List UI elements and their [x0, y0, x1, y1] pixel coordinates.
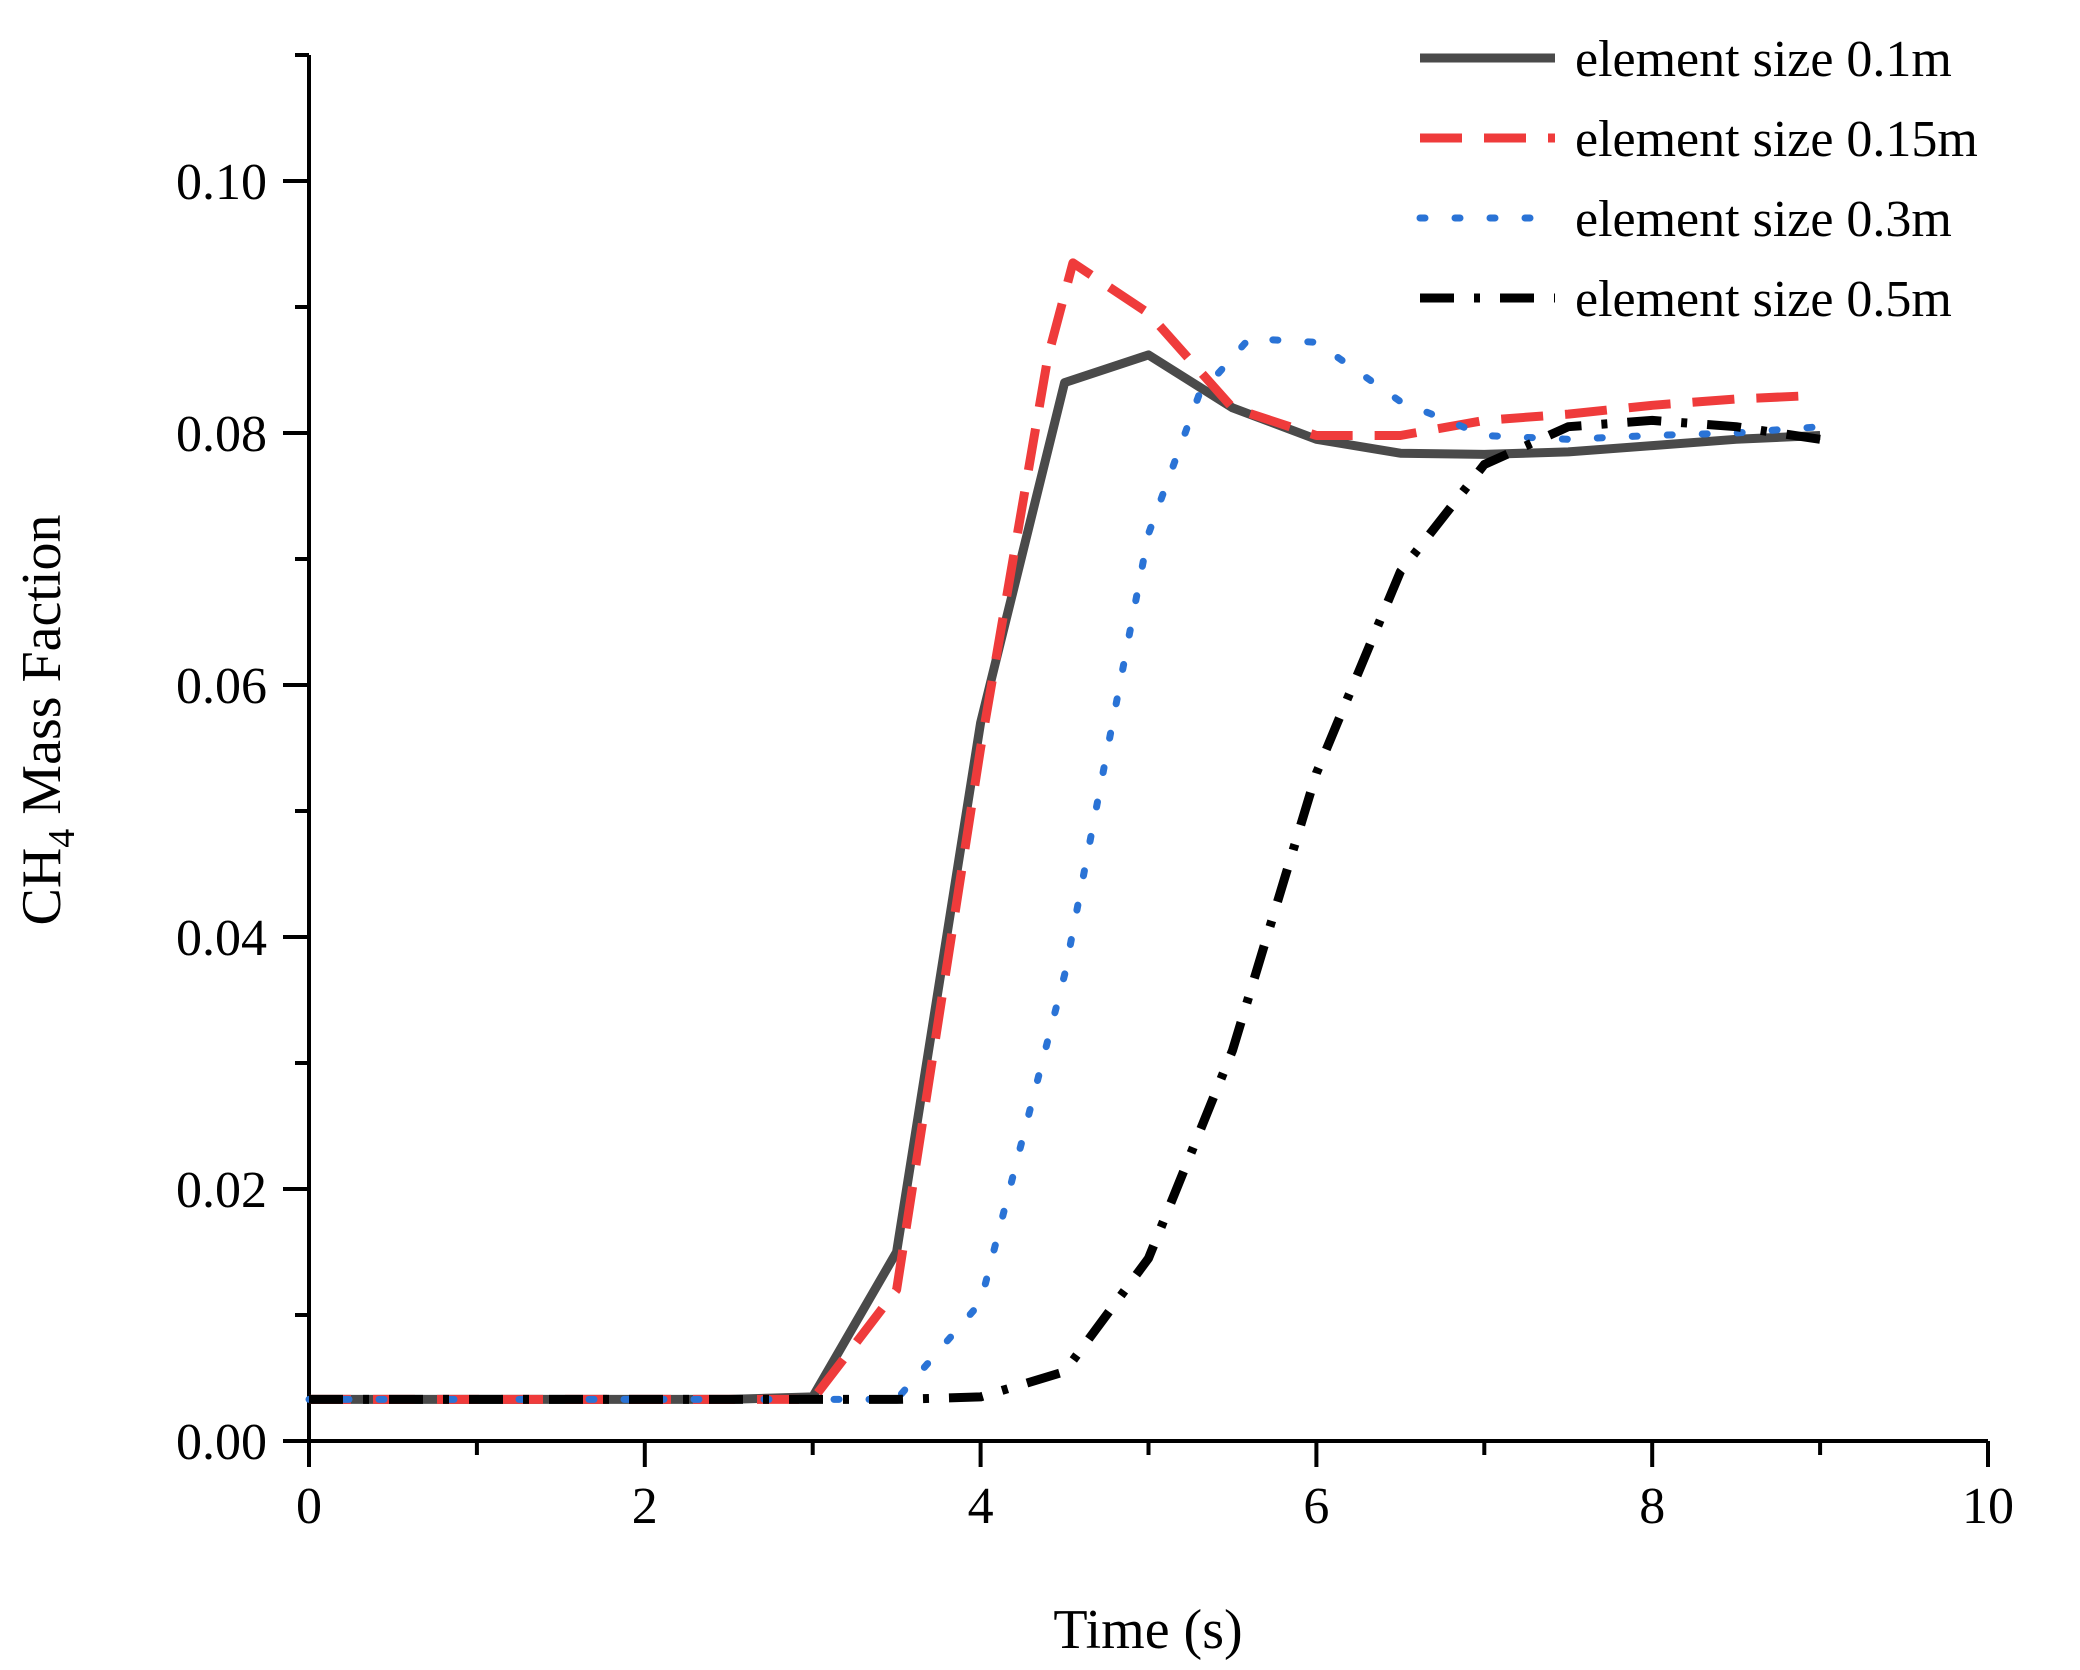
- legend-label-4: element size 0.5m: [1575, 271, 1952, 328]
- legend-label-1: element size 0.1m: [1575, 31, 1952, 88]
- series-line-4: [309, 415, 1821, 1404]
- y-tick-label: 0.06: [176, 658, 267, 715]
- x-tick-label: 0: [296, 1478, 322, 1535]
- x-tick-label: 6: [1303, 1478, 1329, 1535]
- legend-label-3: element size 0.3m: [1575, 191, 1952, 248]
- axes: 0 2 4 6 8 10 0.00 0.02 0.04 0.06 0.08 0.10: [176, 53, 2014, 1535]
- y-tick-label: 0.04: [176, 910, 267, 967]
- y-axis-title-main: CH: [11, 848, 73, 926]
- x-tick-label: 4: [968, 1478, 994, 1535]
- y-tick-label: 0.00: [176, 1414, 267, 1471]
- x-tick-label: 10: [1962, 1478, 2014, 1535]
- y-tick-label: 0.10: [176, 154, 267, 211]
- series-line-2: [309, 258, 1821, 1404]
- legend: element size 0.1m element size 0.15m eleme…: [1416, 31, 1978, 328]
- series-line-1: [309, 350, 1821, 1404]
- legend-label-2: element size 0.15m: [1575, 111, 1978, 168]
- x-axis-title: Time (s): [1053, 1599, 1242, 1661]
- y-tick-label: 0.08: [176, 406, 267, 463]
- y-axis-title-rest: Mass Faction: [11, 514, 73, 828]
- y-axis-title-subscript: 4: [41, 829, 83, 848]
- y-tick-label: 0.02: [176, 1162, 267, 1219]
- x-tick-label: 2: [632, 1478, 658, 1535]
- y-axis-title: CH4 Mass Faction: [11, 514, 83, 925]
- series-line-3: [305, 335, 1824, 1403]
- x-tick-label: 8: [1639, 1478, 1665, 1535]
- series-layer: [305, 258, 1824, 1404]
